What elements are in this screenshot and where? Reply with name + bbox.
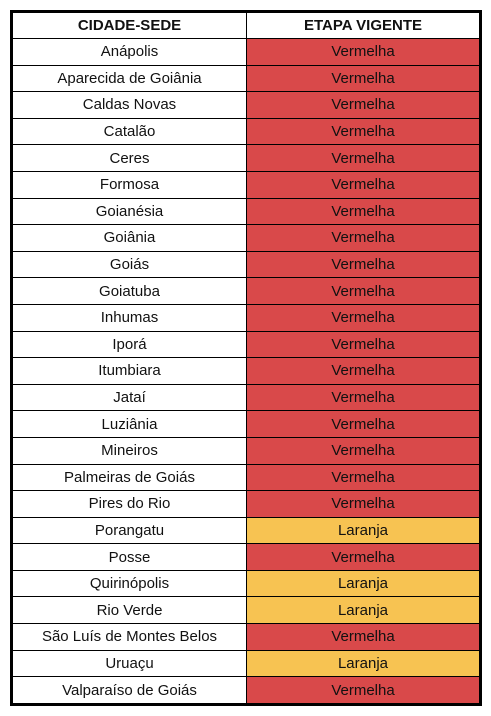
stage-cell: Laranja [246, 596, 480, 625]
stage-cell: Vermelha [246, 676, 480, 704]
stage-cell: Laranja [246, 649, 480, 678]
table-row: Iporá Vermelha [12, 330, 480, 359]
table-row: Jataí Vermelha [12, 383, 480, 412]
stage-cell: Vermelha [246, 38, 480, 66]
table-header-row: CIDADE-SEDE ETAPA VIGENTE [12, 12, 480, 39]
table-row: Formosa Vermelha [12, 170, 480, 199]
city-cell: Mineiros [12, 436, 247, 465]
city-cell: Goiás [12, 250, 247, 279]
table-row: São Luís de Montes Belos Vermelha [12, 623, 480, 651]
city-cell: Rio Verde [12, 596, 247, 625]
table-row: Palmeiras de Goiás Vermelha [12, 463, 480, 492]
stage-cell: Vermelha [246, 543, 480, 571]
city-cell: Valparaíso de Goiás [12, 676, 247, 704]
stage-cell: Vermelha [246, 117, 480, 146]
table-row: Luziânia Vermelha [12, 410, 480, 438]
header-stage: ETAPA VIGENTE [246, 12, 480, 39]
table-row: Goiás Vermelha [12, 250, 480, 279]
city-cell: Itumbiara [12, 357, 247, 385]
table-row: Rio Verde Laranja [12, 596, 480, 625]
table-row: Valparaíso de Goiás Vermelha [12, 676, 480, 704]
city-cell: Iporá [12, 330, 247, 359]
table-row: Mineiros Vermelha [12, 436, 480, 465]
stage-cell: Vermelha [246, 410, 480, 438]
table-row: Goiatuba Vermelha [12, 277, 480, 305]
table-row: Quirinópolis Laranja [12, 569, 480, 598]
city-cell: Anápolis [12, 38, 247, 66]
table-row: Anápolis Vermelha [12, 38, 480, 66]
city-cell: Goiânia [12, 224, 247, 252]
city-cell: Ceres [12, 144, 247, 172]
table-row: Goianésia Vermelha [12, 197, 480, 226]
stage-cell: Vermelha [246, 144, 480, 172]
city-cell: Jataí [12, 383, 247, 412]
stage-cell: Vermelha [246, 463, 480, 492]
city-cell: Quirinópolis [12, 569, 247, 598]
stage-cell: Vermelha [246, 250, 480, 279]
stage-cell: Vermelha [246, 64, 480, 93]
stage-cell: Vermelha [246, 224, 480, 252]
table-row: Goiânia Vermelha [12, 224, 480, 252]
city-cell: Caldas Novas [12, 91, 247, 119]
city-cell: Palmeiras de Goiás [12, 463, 247, 492]
stage-cell: Vermelha [246, 91, 480, 119]
stage-cell: Vermelha [246, 277, 480, 305]
stage-cell: Vermelha [246, 197, 480, 226]
city-cell: Inhumas [12, 303, 247, 332]
table-row: Ceres Vermelha [12, 144, 480, 172]
table-row: Caldas Novas Vermelha [12, 91, 480, 119]
city-cell: Aparecida de Goiânia [12, 64, 247, 93]
stage-cell: Laranja [246, 569, 480, 598]
stage-cell: Vermelha [246, 490, 480, 518]
city-cell: Goianésia [12, 197, 247, 226]
stage-cell: Vermelha [246, 357, 480, 385]
table-row: Catalão Vermelha [12, 117, 480, 146]
stage-cell: Vermelha [246, 623, 480, 651]
city-cell: Porangatu [12, 516, 247, 545]
stage-cell: Vermelha [246, 383, 480, 412]
header-city: CIDADE-SEDE [12, 12, 247, 39]
stage-cell: Vermelha [246, 330, 480, 359]
stage-table-frame: CIDADE-SEDE ETAPA VIGENTE Anápolis Vermel… [10, 10, 482, 706]
city-cell: Catalão [12, 117, 247, 146]
city-cell: São Luís de Montes Belos [12, 623, 247, 651]
table-row: Aparecida de Goiânia Vermelha [12, 64, 480, 93]
table-body: Anápolis Vermelha Aparecida de Goiânia Verm… [12, 38, 480, 704]
stage-table: CIDADE-SEDE ETAPA VIGENTE Anápolis Vermel… [12, 12, 480, 704]
table-row: Inhumas Vermelha [12, 303, 480, 332]
city-cell: Uruaçu [12, 649, 247, 678]
city-cell: Pires do Rio [12, 490, 247, 518]
stage-cell: Vermelha [246, 170, 480, 199]
table-row: Uruaçu Laranja [12, 649, 480, 678]
city-cell: Posse [12, 543, 247, 571]
city-cell: Formosa [12, 170, 247, 199]
stage-cell: Vermelha [246, 436, 480, 465]
table-row: Itumbiara Vermelha [12, 357, 480, 385]
stage-cell: Vermelha [246, 303, 480, 332]
table-row: Posse Vermelha [12, 543, 480, 571]
table-row: Porangatu Laranja [12, 516, 480, 545]
stage-cell: Laranja [246, 516, 480, 545]
city-cell: Luziânia [12, 410, 247, 438]
city-cell: Goiatuba [12, 277, 247, 305]
table-row: Pires do Rio Vermelha [12, 490, 480, 518]
